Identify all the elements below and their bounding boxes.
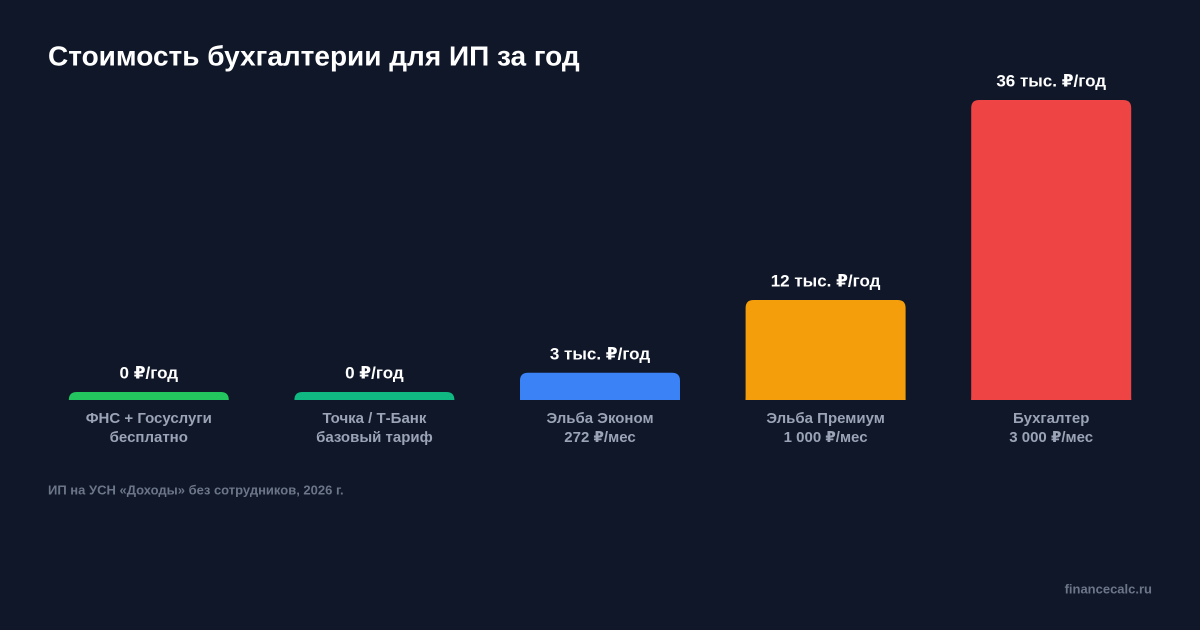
bar: [745, 300, 906, 400]
value-label: 0 ₽/год: [120, 363, 179, 382]
footnote: ИП на УСН «Доходы» без сотрудников, 2026…: [48, 482, 344, 497]
x-tick-sublabel: 1 000 ₽/мес: [784, 429, 868, 446]
x-tick-label: ФНС + Госуслуги: [86, 410, 212, 427]
bar: [520, 372, 680, 400]
bar-base: [68, 392, 229, 400]
value-label: 0 ₽/год: [345, 363, 404, 382]
bar-base: [294, 392, 455, 400]
x-tick-label: Бухгалтер: [1013, 410, 1089, 427]
source: financecalc.ru: [1065, 581, 1152, 596]
value-label: 3 тыс. ₽/год: [550, 344, 650, 363]
x-tick-sublabel: базовый тариф: [316, 429, 433, 446]
x-tick-label: Эльба Премиум: [766, 410, 884, 427]
x-tick-sublabel: бесплатно: [110, 429, 188, 446]
x-tick-sublabel: 272 ₽/мес: [564, 429, 635, 446]
value-label: 12 тыс. ₽/год: [771, 271, 881, 290]
x-tick-sublabel: 3 000 ₽/мес: [1009, 429, 1093, 446]
x-tick-label: Эльба Эконом: [546, 410, 653, 427]
chart-title: Стоимость бухгалтерии для ИП за год: [48, 40, 580, 71]
bar: [971, 100, 1132, 400]
value-label: 36 тыс. ₽/год: [996, 71, 1106, 90]
x-tick-label: Точка / Т-Банк: [322, 410, 426, 427]
